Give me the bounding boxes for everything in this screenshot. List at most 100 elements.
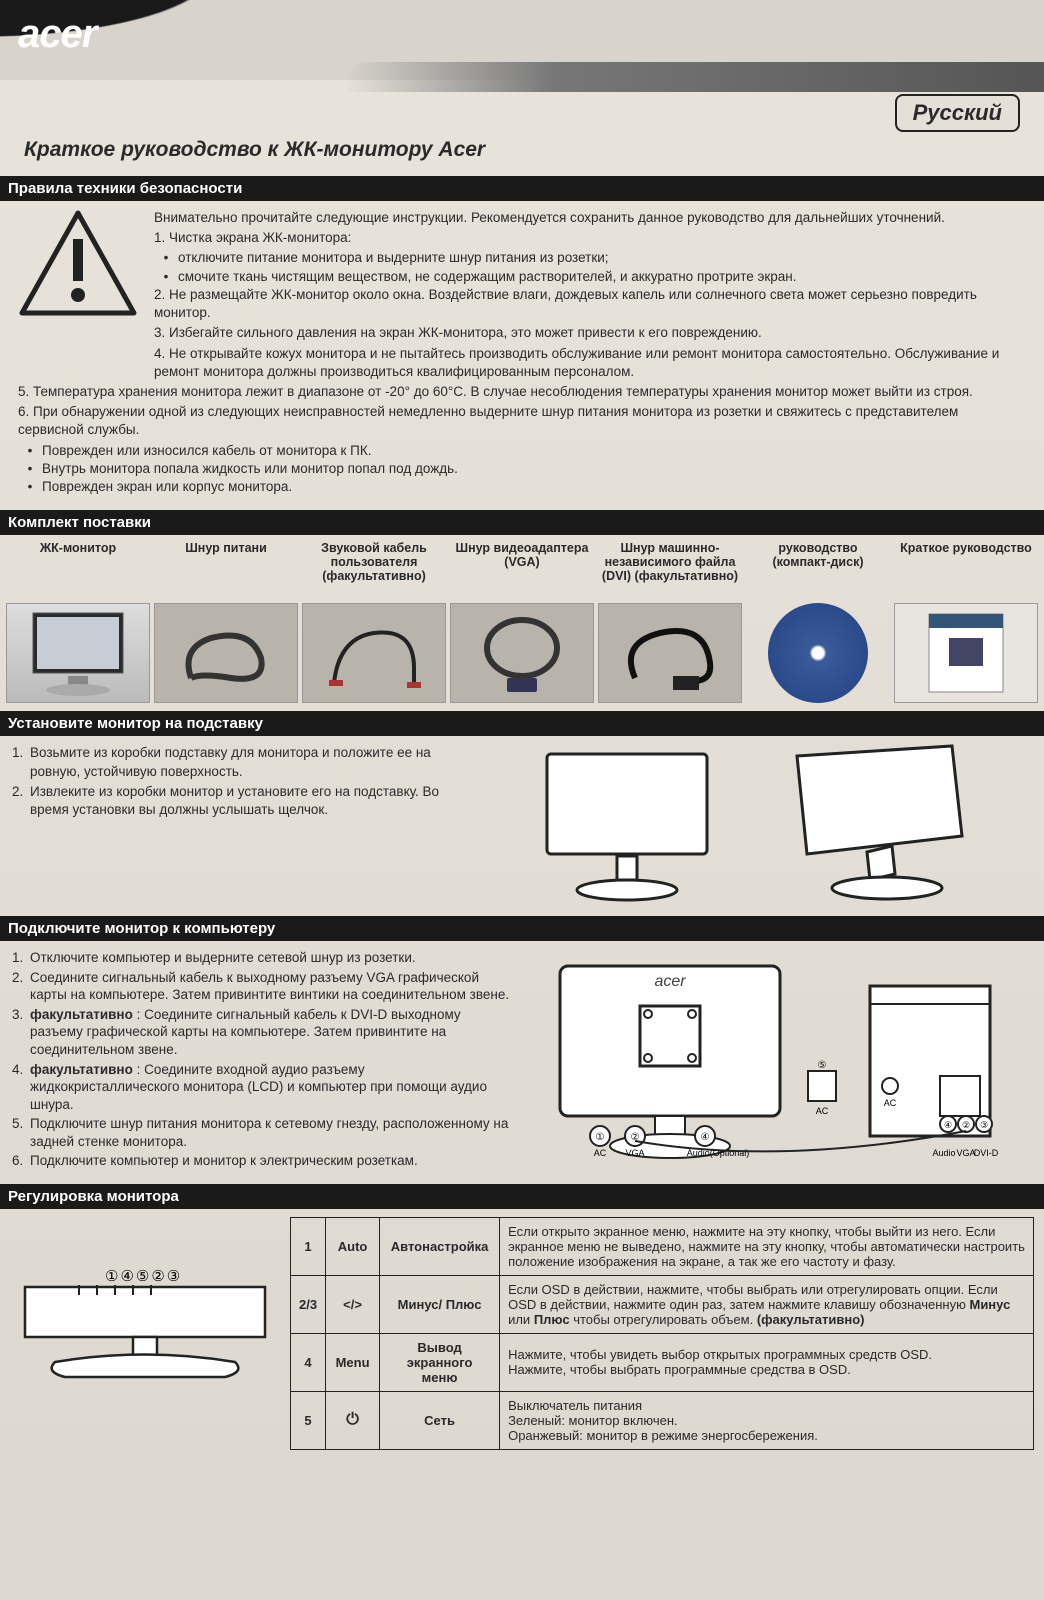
brand-logo: acer <box>18 12 96 57</box>
svg-text:①: ① <box>596 1132 605 1143</box>
pkg-img-cd <box>768 603 868 703</box>
connect-step5: Подключите шнур питания монитора к сетев… <box>30 1115 512 1150</box>
table-row: 1AutoАвтонастройкаЕсли открыто экранное … <box>291 1217 1034 1275</box>
svg-text:②: ② <box>962 1120 970 1130</box>
safety-n6c: Поврежден экран или корпус монитора. <box>42 478 292 496</box>
pkg-img-dvi <box>598 603 742 703</box>
safety-n1a: отключите питание монитора и выдерните ш… <box>178 249 609 267</box>
monitor-front-icon <box>527 744 727 904</box>
control-num: 2/3 <box>291 1275 326 1333</box>
pkg-power-cord: Шнур питани <box>154 539 298 703</box>
pkg-cd-manual: руководство (компакт-диск) <box>746 539 890 703</box>
pkg-vga-cable: Шнур видеоадаптера (VGA) <box>450 539 594 703</box>
pkg-label: ЖК-монитор <box>6 539 150 603</box>
doc-title: Краткое руководство к ЖК-монитору Acer <box>0 80 1044 172</box>
control-label: Минус/ Плюс <box>380 1275 500 1333</box>
pkg-label: Шнур машинно-независимого файла (DVI) (ф… <box>598 539 742 603</box>
pkg-audio-cable: Звуковой кабель пользователя (факультати… <box>302 539 446 703</box>
section-bar-safety: Правила техники безопасности <box>0 176 1044 201</box>
controls-figure: ①④⑤②③ <box>10 1217 280 1450</box>
pkg-label: Шнур видеоадаптера (VGA) <box>450 539 594 603</box>
language-badge: Русский <box>895 94 1020 132</box>
connect-section: 1.Отключите компьютер и выдерните сетево… <box>0 941 1044 1180</box>
stand-step2: Извлеките из коробки монитор и установит… <box>30 783 442 819</box>
table-row: 5⏻СетьВыключатель питанияЗеленый: монито… <box>291 1391 1034 1449</box>
header-curve <box>344 62 1044 92</box>
connect-step1: Отключите компьютер и выдерните сетевой … <box>30 949 416 967</box>
safety-n1b: смочите ткань чистящим веществом, не сод… <box>178 268 797 286</box>
svg-text:VGA: VGA <box>625 1148 644 1158</box>
pkg-dvi-cable: Шнур машинно-независимого файла (DVI) (ф… <box>598 539 742 703</box>
safety-n3: 3. Избегайте сильного давления на экран … <box>154 324 1026 342</box>
svg-text:④: ④ <box>701 1132 710 1143</box>
safety-n6a: Поврежден или износился кабель от монито… <box>42 442 371 460</box>
svg-text:Audio: Audio <box>932 1148 955 1158</box>
control-label: Вывод экранного меню <box>380 1333 500 1391</box>
connect-diagram: acer AC① VGA② Audio(Optional)④ AC Audio④… <box>528 949 1032 1172</box>
pkg-label: руководство (компакт-диск) <box>746 539 890 603</box>
header: acer <box>0 0 1044 80</box>
page: acer Русский Краткое руководство к ЖК-мо… <box>0 0 1044 1600</box>
svg-text:AC: AC <box>816 1106 829 1116</box>
controls-table: 1AutoАвтонастройкаЕсли открыто экранное … <box>290 1217 1034 1450</box>
section-bar-controls: Регулировка монитора <box>0 1184 1044 1209</box>
pkg-img-monitor <box>6 603 150 703</box>
control-symbol: Menu <box>326 1333 380 1391</box>
package-grid: ЖК-монитор Шнур питани Звуковой кабель п… <box>0 535 1044 707</box>
safety-n1: 1. Чистка экрана ЖК-монитора: <box>154 229 1026 247</box>
pkg-img-vga <box>450 603 594 703</box>
pkg-label: Шнур питани <box>154 539 298 603</box>
safety-n2: 2. Не размещайте ЖК-монитор около окна. … <box>154 286 1026 322</box>
svg-text:AC: AC <box>594 1148 607 1158</box>
safety-text-top: Внимательно прочитайте следующие инструк… <box>154 209 1026 383</box>
connect-step3: факультативно : Соедините сигнальный каб… <box>30 1006 512 1059</box>
section-bar-connect: Подключите монитор к компьютеру <box>0 916 1044 941</box>
svg-text:AC: AC <box>884 1098 897 1108</box>
pkg-label: Звуковой кабель пользователя (факультати… <box>302 539 446 603</box>
svg-text:①④⑤②③: ①④⑤②③ <box>105 1268 182 1285</box>
stand-text: 1.Возьмите из коробки подставку для мони… <box>12 744 442 904</box>
svg-text:④: ④ <box>944 1120 952 1130</box>
safety-n6: 6. При обнаружении одной из следующих не… <box>18 403 1026 439</box>
safety-text-below: 5. Температура хранения монитора лежит в… <box>18 383 1026 496</box>
warning-icon <box>18 209 138 319</box>
pkg-label: Краткое руководство <box>894 539 1038 603</box>
svg-text:acer: acer <box>654 973 686 990</box>
connect-step2: Соедините сигнальный кабель к выходному … <box>30 969 512 1004</box>
section-bar-stand: Установите монитор на подставку <box>0 711 1044 736</box>
control-symbol: Auto <box>326 1217 380 1275</box>
pkg-img-audio <box>302 603 446 703</box>
opt-label: факультативно <box>30 1062 133 1077</box>
stand-step1: Возьмите из коробки подставку для монито… <box>30 744 442 780</box>
control-desc: Если OSD в действии, нажмите, чтобы выбр… <box>500 1275 1034 1333</box>
table-row: 2/3</>Минус/ ПлюсЕсли OSD в действии, на… <box>291 1275 1034 1333</box>
table-row: 4MenuВывод экранного менюНажмите, чтобы … <box>291 1333 1034 1391</box>
stand-figures <box>462 744 1032 904</box>
control-symbol: ⏻ <box>326 1391 380 1449</box>
connect-text: 1.Отключите компьютер и выдерните сетево… <box>12 949 512 1172</box>
safety-n5: 5. Температура хранения монитора лежит в… <box>18 383 1026 401</box>
pkg-img-power <box>154 603 298 703</box>
opt-label: факультативно <box>30 1007 133 1022</box>
svg-text:DVI-D: DVI-D <box>974 1148 999 1158</box>
svg-text:VGA: VGA <box>956 1148 975 1158</box>
safety-n4: 4. Не открывайте кожух монитора и не пыт… <box>154 345 1026 381</box>
controls-section: ①④⑤②③ 1AutoАвтонастройкаЕсли открыто экр… <box>0 1209 1044 1458</box>
connect-step4: факультативно : Соедините входной аудио … <box>30 1061 512 1114</box>
safety-intro: Внимательно прочитайте следующие инструк… <box>154 209 1026 227</box>
monitor-angle-icon <box>767 744 967 904</box>
control-label: Автонастройка <box>380 1217 500 1275</box>
svg-text:⑤: ⑤ <box>818 1060 827 1071</box>
safety-n6b: Внутрь монитора попала жидкость или мони… <box>42 460 458 478</box>
control-symbol: </> <box>326 1275 380 1333</box>
stand-section: 1.Возьмите из коробки подставку для мони… <box>0 736 1044 912</box>
svg-text:③: ③ <box>980 1120 988 1130</box>
control-num: 1 <box>291 1217 326 1275</box>
control-desc: Нажмите, чтобы увидеть выбор открытых пр… <box>500 1333 1034 1391</box>
safety-body: Внимательно прочитайте следующие инструк… <box>0 201 1044 506</box>
pkg-monitor: ЖК-монитор <box>6 539 150 703</box>
control-desc: Выключатель питанияЗеленый: монитор вклю… <box>500 1391 1034 1449</box>
connect-step6: Подключите компьютер и монитор к электри… <box>30 1152 418 1170</box>
control-num: 5 <box>291 1391 326 1449</box>
control-desc: Если открыто экранное меню, нажмите на э… <box>500 1217 1034 1275</box>
